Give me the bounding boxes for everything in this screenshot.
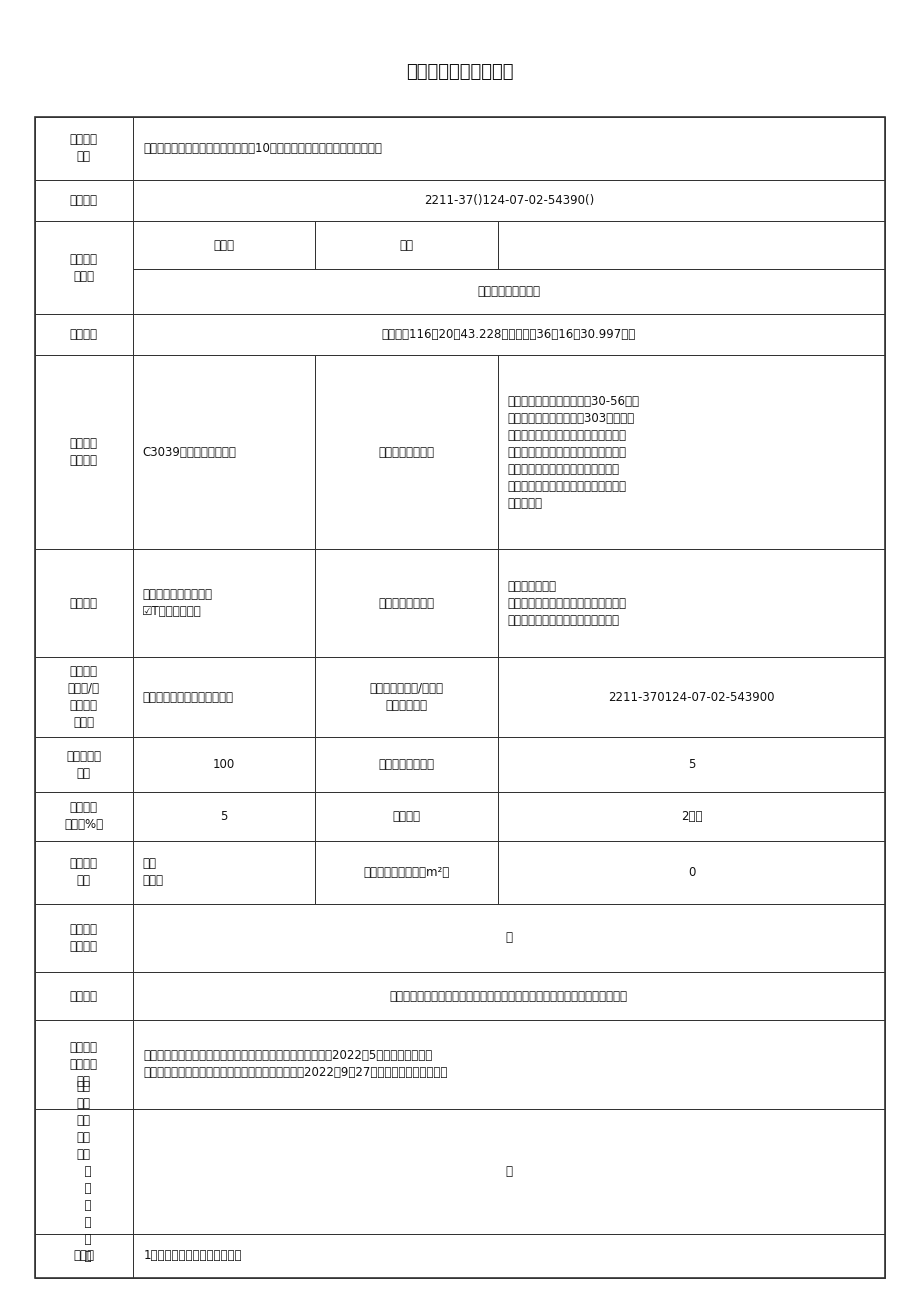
- Text: 一、建设项目基本情况: 一、建设项目基本情况: [406, 62, 513, 81]
- Bar: [35, 972, 132, 1020]
- Text: 建设项目申报情形: 建设项目申报情形: [379, 597, 435, 610]
- Bar: [35, 180, 132, 221]
- Text: 1、产业政策、用地符合性分析: 1、产业政策、用地符合性分析: [143, 1249, 242, 1262]
- Bar: [315, 738, 498, 792]
- Text: 无: 无: [505, 932, 512, 945]
- Text: 5: 5: [221, 811, 228, 824]
- Text: 2个月: 2个月: [680, 811, 701, 824]
- Bar: [315, 657, 498, 738]
- Text: 环保投资（万元）: 环保投资（万元）: [379, 758, 435, 771]
- Bar: [35, 549, 132, 657]
- Text: 《山东平阴经济开发区玫瑰片区总体规划环境影响报告书》于2022年5月委托山东海美依
项目咨询有限公司进行环境影响报告书编制工作，于2022年9月27日进行第一次: 《山东平阴经济开发区玫瑰片区总体规划环境影响报告书》于2022年5月委托山东海美…: [143, 1050, 448, 1080]
- Bar: [132, 355, 315, 549]
- Text: 建设项目
名称: 建设项目 名称: [70, 134, 97, 164]
- Bar: [132, 315, 884, 355]
- Bar: [132, 221, 315, 269]
- Text: 0: 0: [687, 866, 695, 878]
- Text: 济南市平阴县行政审批服务局: 济南市平阴县行政审批服务局: [142, 691, 233, 704]
- Text: 环保投资
占比（%）: 环保投资 占比（%）: [64, 801, 103, 831]
- Bar: [498, 549, 884, 657]
- Bar: [498, 792, 884, 840]
- Bar: [35, 657, 132, 738]
- Bar: [35, 792, 132, 840]
- Bar: [132, 738, 315, 792]
- Text: 国民经济
行业类别: 国民经济 行业类别: [70, 437, 97, 467]
- Text: 总投资（万
元）: 总投资（万 元）: [66, 749, 101, 779]
- Text: （东经：116度20分43.228秒，北纬：36度16分30.997秒）: （东经：116度20分43.228秒，北纬：36度16分30.997秒）: [381, 328, 635, 341]
- Bar: [132, 657, 315, 738]
- Text: 100: 100: [212, 758, 235, 771]
- Text: 2211-37()124-07-02-54390(): 2211-37()124-07-02-54390(): [424, 194, 594, 207]
- Bar: [132, 904, 884, 972]
- Text: C3039其他建筑材料制造: C3039其他建筑材料制造: [142, 446, 235, 459]
- Text: 境划
响规
价环
合影
分评
  符
  性
  析
  规
  及
  划: 境划 响规 价环 合影 分评 符 性 析 规 及 划: [76, 1080, 91, 1263]
- Bar: [35, 355, 132, 549]
- Bar: [498, 657, 884, 738]
- Bar: [35, 221, 132, 315]
- Text: 二十七、非金属矿物制品业30-56：砖
瓦、石材等建筑材料制造303粘土砖瓦
及建筑砌块制造；建筑用石加工；防水
建筑材料制造；隔热、隔音材料制造；
其他建筑材: 二十七、非金属矿物制品业30-56：砖 瓦、石材等建筑材料制造303粘土砖瓦 及…: [507, 394, 639, 510]
- Bar: [315, 792, 498, 840]
- Bar: [132, 549, 315, 657]
- Text: 其他符: 其他符: [74, 1249, 95, 1262]
- Text: 用地（用海）面积（m²）: 用地（用海）面积（m²）: [363, 866, 449, 878]
- Bar: [132, 1235, 884, 1278]
- Text: 施工工期: 施工工期: [392, 811, 420, 824]
- Bar: [132, 1108, 884, 1235]
- Text: 项目代码: 项目代码: [70, 194, 97, 207]
- Bar: [35, 840, 132, 904]
- Text: 建设性质: 建设性质: [70, 597, 97, 610]
- Text: 区否
口是：: 区否 口是：: [142, 857, 163, 887]
- Bar: [35, 117, 884, 1278]
- Bar: [132, 269, 884, 315]
- Bar: [132, 840, 315, 904]
- Bar: [35, 117, 132, 180]
- Text: 李清云: 李清云: [213, 238, 234, 251]
- Bar: [35, 315, 132, 355]
- Bar: [132, 180, 884, 221]
- Text: 规划情况: 规划情况: [70, 990, 97, 1003]
- Bar: [315, 549, 498, 657]
- Bar: [132, 1020, 884, 1108]
- Bar: [315, 840, 498, 904]
- Text: 本项目位于《山东平阴经济开发区玫瑰片区总体规划》范围内，正在编制中。: 本项目位于《山东平阴经济开发区玫瑰片区总体规划》范围内，正在编制中。: [390, 990, 627, 1003]
- Bar: [35, 1235, 132, 1278]
- Bar: [498, 355, 884, 549]
- Bar: [35, 1108, 132, 1235]
- Text: 区首次申报项目
口不予批准后再次申报项目口超五年重
新审核项目口重大变动重新报批项目: 区首次申报项目 口不予批准后再次申报项目口超五年重 新审核项目口重大变动重新报批…: [507, 580, 626, 627]
- Bar: [498, 738, 884, 792]
- Bar: [132, 117, 884, 180]
- Text: 无: 无: [505, 1166, 512, 1179]
- Text: 济南睿诚新型防水材料有限公司年产10万平方米膨润土防水毯技术改造项目: 济南睿诚新型防水材料有限公司年产10万平方米膨润土防水毯技术改造项目: [143, 142, 382, 155]
- Text: 建设单位
联系人: 建设单位 联系人: [70, 252, 97, 282]
- Bar: [132, 972, 884, 1020]
- Text: 规划环境
影响评价
情况: 规划环境 影响评价 情况: [70, 1041, 97, 1088]
- Text: 专项评价
设置情况: 专项评价 设置情况: [70, 922, 97, 952]
- Bar: [498, 840, 884, 904]
- Bar: [498, 221, 884, 269]
- Text: 是否开工
建设: 是否开工 建设: [70, 857, 97, 887]
- Text: 项目审批
（核准/备
案）部门
（选心: 项目审批 （核准/备 案）部门 （选心: [68, 665, 100, 730]
- Text: 联系: 联系: [400, 238, 414, 251]
- Text: 地理坐标: 地理坐标: [70, 328, 97, 341]
- Bar: [35, 1020, 132, 1108]
- Bar: [315, 221, 498, 269]
- Bar: [35, 738, 132, 792]
- Text: 2211-370124-07-02-543900: 2211-370124-07-02-543900: [607, 691, 774, 704]
- Text: 口新建（迁建）口改建
☑T建区技术改造: 口新建（迁建）口改建 ☑T建区技术改造: [142, 588, 211, 618]
- Text: 镇刁山坡工业聚集区: 镇刁山坡工业聚集区: [477, 285, 539, 298]
- Bar: [35, 904, 132, 972]
- Text: 建设项目行业类别: 建设项目行业类别: [379, 446, 435, 459]
- Text: 项目审批（核准/备案）
文号（选填）: 项目审批（核准/备案） 文号（选填）: [369, 682, 443, 713]
- Bar: [315, 355, 498, 549]
- Text: 5: 5: [687, 758, 695, 771]
- Bar: [132, 792, 315, 840]
